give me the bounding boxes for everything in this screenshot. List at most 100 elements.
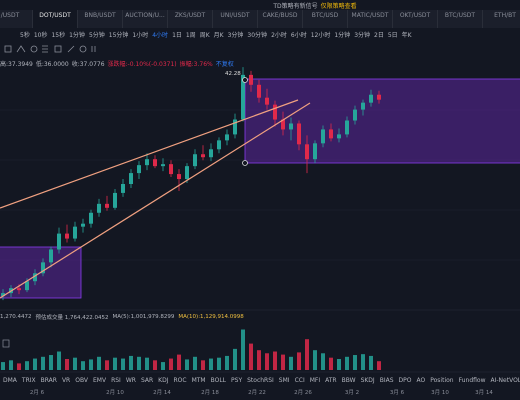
indicator[interactable]: ATR <box>325 376 337 384</box>
indicator[interactable]: BOLL <box>210 376 227 384</box>
pair-tab[interactable]: /USDT <box>0 10 33 28</box>
volume-bar <box>57 351 61 370</box>
pair-tab[interactable]: AUCTION/U... <box>123 10 168 28</box>
indicator[interactable]: StochRSI <box>247 376 274 384</box>
volume-bar <box>97 356 101 370</box>
interval[interactable]: 4小时 <box>152 31 169 39</box>
tool-icons[interactable] <box>4 44 124 54</box>
interval[interactable]: 6小时 <box>290 31 307 39</box>
candle-body <box>185 166 189 180</box>
handle[interactable] <box>242 77 248 83</box>
candle-body <box>17 288 21 291</box>
candle-body <box>313 143 317 160</box>
candle-body <box>153 159 157 167</box>
indicator[interactable]: SMI <box>278 376 290 384</box>
candle-body <box>241 74 245 120</box>
interval[interactable]: 1周 <box>185 31 196 39</box>
indicator[interactable]: EMV <box>93 376 107 384</box>
pair-tab[interactable]: CAKE/BUSD <box>258 10 303 28</box>
indicator[interactable]: DMA <box>3 376 17 384</box>
grid <box>0 109 520 373</box>
indicator[interactable]: MFI <box>309 376 321 384</box>
indicator[interactable]: Fundflow <box>458 376 486 384</box>
interval[interactable]: 5日 <box>387 31 398 39</box>
interval[interactable]: 10秒 <box>33 31 48 39</box>
indicator[interactable]: BIAS <box>379 376 394 384</box>
candle-body <box>289 123 293 130</box>
volume-bar <box>273 351 277 370</box>
indicator[interactable]: CCI <box>294 376 305 384</box>
interval[interactable]: 1分钟 <box>334 31 351 39</box>
volume-bar <box>81 361 85 370</box>
volume-bar <box>249 343 253 370</box>
date-label: 2月 22 <box>248 389 266 396</box>
candle-body <box>113 192 117 208</box>
interval[interactable]: 15分钟 <box>108 31 129 39</box>
pair-tab[interactable]: BTC/USDT <box>438 10 483 28</box>
wedge-lines[interactable] <box>0 99 311 299</box>
volume-last: 1,270.4472 <box>0 314 32 320</box>
indicator[interactable]: VR <box>61 376 71 384</box>
interval[interactable]: 15秒 <box>51 31 66 39</box>
handle[interactable] <box>242 160 248 166</box>
interval[interactable]: 2小时 <box>271 31 287 39</box>
indicator[interactable]: DPO <box>398 376 412 384</box>
ma10: MA(10):1,129,914.0998 <box>178 314 244 320</box>
indicator[interactable]: AO <box>416 376 426 384</box>
indicator[interactable]: WR <box>125 376 136 384</box>
date-label: 3月 14 <box>475 389 493 396</box>
volume-bar <box>369 355 373 370</box>
indicator[interactable]: ROC <box>173 376 187 384</box>
pair-tab[interactable]: BNB/USDT <box>78 10 123 28</box>
volume-bar <box>121 358 125 370</box>
pair-tab[interactable]: OKT/USDT <box>393 10 438 28</box>
pair-tab[interactable]: UNI/USDT <box>213 10 258 28</box>
interval[interactable]: 3分钟 <box>227 31 244 39</box>
interval[interactable]: 3分钟 <box>354 31 371 39</box>
interval[interactable]: 1分钟 <box>69 31 85 39</box>
interval[interactable]: 周K <box>199 31 210 39</box>
indicator[interactable]: TRIX <box>21 376 36 384</box>
adjust[interactable]: 不复权 <box>215 60 234 68</box>
candle-body <box>161 164 165 167</box>
indicator[interactable]: RSI <box>111 376 121 384</box>
interval[interactable]: 12小时 <box>310 31 331 39</box>
pair-tab[interactable]: DOT/USDT <box>33 10 78 28</box>
date-axis: 2月 6 2月 10 2月 14 2月 18 2月 22 2月 26 3月 2 3月 6 3月 … <box>30 389 493 396</box>
interval[interactable]: 5分钟 <box>88 31 105 39</box>
date-label: 3月 10 <box>431 389 449 396</box>
pair-tab[interactable]: BTC/USD <box>303 10 348 28</box>
indicator[interactable]: SKDJ <box>360 376 375 384</box>
zone-box[interactable] <box>244 78 520 164</box>
indicator[interactable]: Position <box>430 376 454 384</box>
low: 低:36.0000 <box>35 60 69 68</box>
indicator[interactable]: KDJ <box>158 376 169 384</box>
indicator[interactable]: MTM <box>191 376 206 384</box>
candle-body <box>297 123 301 145</box>
pair-tab[interactable]: ETH/BT <box>483 10 520 28</box>
indicator[interactable]: BBW <box>341 376 356 384</box>
date-label: 3月 2 <box>345 389 359 396</box>
indicator[interactable]: SAR <box>140 376 154 384</box>
interval[interactable]: 1小时 <box>132 31 149 39</box>
indicator[interactable]: BRAR <box>40 376 57 384</box>
indicator[interactable]: PSY <box>231 376 243 384</box>
price-marker: 42.28 <box>225 71 241 77</box>
interval[interactable]: 月K <box>213 31 224 39</box>
candles <box>1 67 381 301</box>
interval[interactable]: 2日 <box>374 31 384 39</box>
trash-icon[interactable] <box>2 339 10 348</box>
interval[interactable]: 5秒 <box>20 31 30 39</box>
pair-tab[interactable]: MATIC/USDT <box>348 10 393 28</box>
pair-tab[interactable]: ZKS/USDT <box>168 10 213 28</box>
volume-bar <box>241 329 245 370</box>
indicator[interactable]: AI-NetVOL <box>490 376 520 384</box>
interval[interactable]: 1日 <box>172 31 182 39</box>
indicator[interactable]: OBV <box>75 376 88 384</box>
banner-button[interactable]: 仅限策略查看 <box>320 2 357 10</box>
pair-tabs: /USDT DOT/USDT BNB/USDT AUCTION/U... ZKS/USD… <box>0 10 520 28</box>
interval[interactable]: 年K <box>401 31 412 39</box>
volume-bar <box>73 357 77 370</box>
interval[interactable]: 30分钟 <box>247 31 268 39</box>
banner-text: TD策略有新信号 <box>273 2 318 10</box>
